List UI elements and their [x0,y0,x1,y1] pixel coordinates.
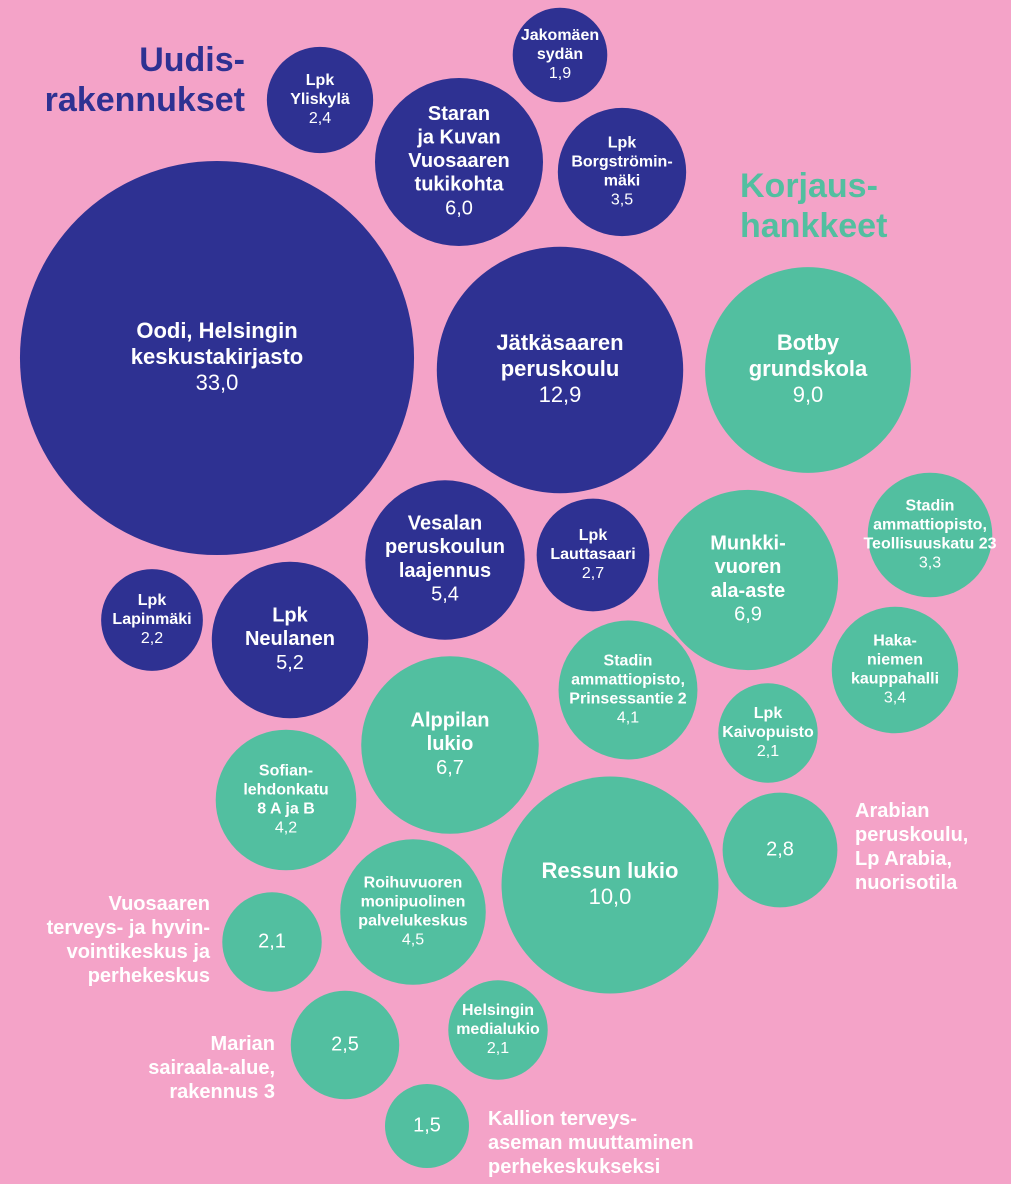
value-label: 3,4 [884,690,906,707]
value-label: 2,8 [766,838,794,860]
bubble-label: Oodi, Helsingin keskustakirjasto [131,318,303,369]
bubble-label: Stadin ammattiopisto, Teollisuuskatu 23 [863,498,996,553]
bubble [19,160,415,556]
bubble [266,46,374,154]
bubble [867,472,993,598]
value-label: 3,5 [611,192,633,209]
bubble [290,990,400,1100]
bubble [557,107,687,237]
value-label: 2,5 [331,1033,359,1055]
bubble [384,1083,470,1169]
bubble-label: Lpk Lauttasaari [550,527,635,563]
bubble [558,620,698,760]
legend-title: Korjaus-hankkeet [740,167,887,245]
value-label: 12,9 [539,382,582,407]
value-label: 1,9 [549,65,571,82]
bubble [222,892,322,992]
bubble [361,656,539,834]
bubble [718,683,818,783]
bubble-label: Kallion terveys-aseman muuttaminen perhek… [488,1108,694,1178]
value-label: 6,7 [436,757,464,779]
value-label: 2,1 [757,743,779,760]
bubble-label: Arabian peruskoulu, Lp Arabia, nuorisotila [855,800,968,894]
bubble-label: Haka-niemen kauppahalli [851,633,939,688]
value-label: 9,0 [793,382,824,407]
bubble [436,246,684,494]
bubble [211,561,369,719]
bubble [831,606,959,734]
bubble [512,7,608,103]
bubble-label: Vesalan peruskoulun laajennus [385,513,505,582]
value-label: 4,1 [617,710,639,727]
bubble-label: Lpk Borgströmin-mäki [571,135,672,190]
bubble-label: Jätkäsaaren peruskoulu [496,330,623,381]
bubble [215,729,357,871]
bubble-label: Lpk Neulanen [245,605,335,651]
bubble-label: Alppilan lukio [411,710,490,756]
bubble-label: Sofian-lehdonkatu 8 A ja B [243,763,328,818]
bubble [365,480,525,640]
bubble-label: Lpk Lapinmäki [112,592,191,628]
value-label: 5,2 [276,652,304,674]
value-label: 3,3 [919,555,941,572]
legend-title: Uudis-rakennukset [45,41,245,119]
value-label: 6,9 [734,604,762,626]
bubble [340,839,486,985]
bubble-label: Lpk Kaivopuisto [722,705,814,741]
bubble [536,498,650,612]
value-label: 10,0 [589,884,632,909]
bubble-label: Jakomäen sydän [521,27,599,63]
bubble-label: Botby grundskola [749,330,868,381]
bubble-label: Staran ja Kuvan Vuosaaren tukikohta [408,103,510,196]
value-label: 1,5 [413,1114,441,1136]
value-label: 4,5 [402,932,424,949]
bubble-label: Vuosaaren terveys- ja hyvin-vointikeskus … [47,893,211,987]
bubble-label: Lpk Yliskylä [290,72,350,108]
value-label: 2,4 [309,110,331,127]
value-label: 2,1 [487,1040,509,1057]
bubble-label: Ressun lukio [542,858,679,883]
value-label: 33,0 [196,370,239,395]
bubble [501,776,719,994]
bubble [101,569,203,671]
bubble [374,77,544,247]
bubble [705,267,911,473]
bubble-label: Munkki-vuoren ala-aste [710,533,786,602]
value-label: 5,4 [431,584,459,606]
bubble-label: Stadin ammattiopisto, Prinsessantie 2 [569,653,687,708]
value-label: 6,0 [445,197,473,219]
bubble-label: Marian sairaala-alue, rakennus 3 [148,1033,275,1103]
value-label: 2,7 [582,565,604,582]
bubble [722,792,838,908]
bubble [657,489,839,671]
value-label: 2,1 [258,930,286,952]
bubble [448,980,548,1080]
value-label: 2,2 [141,630,163,647]
value-label: 4,2 [275,820,297,837]
bubble-label: Roihuvuoren monipuolinen palvelukeskus [358,875,468,930]
bubble-label: Helsingin medialukio [456,1002,540,1038]
